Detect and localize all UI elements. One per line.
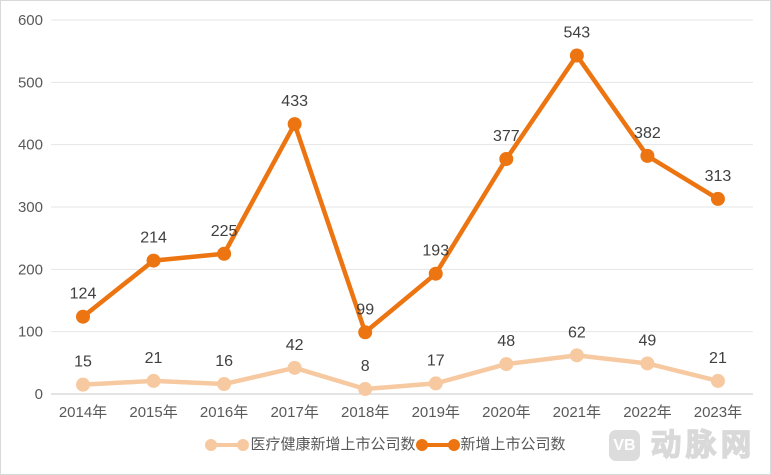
data-label: 16 (215, 353, 233, 370)
data-label: 433 (281, 93, 308, 110)
data-point[interactable] (428, 266, 443, 281)
data-point[interactable] (569, 48, 584, 63)
legend-line-marker (415, 438, 460, 451)
x-tick-label: 2020年 (482, 404, 530, 421)
y-tick-label: 100 (18, 324, 43, 341)
data-label: 193 (422, 243, 449, 260)
data-point[interactable] (358, 382, 373, 397)
x-tick-label: 2022年 (623, 404, 671, 421)
data-point[interactable] (499, 152, 514, 167)
data-point[interactable] (710, 191, 725, 206)
data-label: 8 (361, 358, 370, 375)
x-tick-label: 2021年 (553, 404, 601, 421)
data-label: 49 (639, 332, 657, 349)
data-label: 21 (709, 350, 727, 367)
data-point[interactable] (287, 360, 302, 375)
x-tick-label: 2015年 (129, 404, 177, 421)
legend-item-medical[interactable]: 医疗健康新增上市公司数 (205, 436, 416, 453)
legend-label: 新增上市公司数 (460, 436, 566, 453)
data-point[interactable] (710, 373, 725, 388)
data-label: 17 (427, 352, 445, 369)
data-point[interactable] (640, 148, 655, 163)
y-tick-label: 300 (18, 199, 43, 216)
data-label: 99 (356, 301, 374, 318)
data-point[interactable] (569, 348, 584, 363)
data-label: 313 (705, 168, 732, 185)
data-label: 377 (493, 128, 520, 145)
y-tick-label: 0 (35, 386, 43, 403)
data-point[interactable] (358, 325, 373, 340)
chart-canvas: 0 100 200 300 400 500 600 2014年 2015年 2016年 2017年 2… (18, 12, 753, 421)
y-tick-label: 400 (18, 137, 43, 154)
data-point[interactable] (217, 246, 232, 261)
y-tick-label: 500 (18, 74, 43, 91)
data-point[interactable] (428, 376, 443, 391)
x-tick-label: 2014年 (59, 404, 107, 421)
series-line (80, 53, 721, 335)
x-tick-label: 2019年 (412, 404, 460, 421)
legend-item-total[interactable]: 新增上市公司数 (415, 436, 566, 453)
data-label: 21 (145, 350, 163, 367)
data-point[interactable] (146, 253, 161, 268)
data-label: 62 (568, 324, 586, 341)
legend-label: 医疗健康新增上市公司数 (250, 436, 416, 453)
data-point[interactable] (217, 377, 232, 392)
data-label: 15 (74, 354, 92, 371)
data-point[interactable] (499, 357, 514, 372)
y-tick-label: 200 (18, 261, 43, 278)
series-line (80, 353, 721, 392)
data-point[interactable] (76, 309, 90, 324)
data-label: 382 (634, 125, 661, 142)
data-point[interactable] (287, 117, 302, 132)
data-label: 225 (211, 223, 238, 240)
x-tick-label: 2016年 (200, 404, 248, 421)
x-tick-label: 2018年 (341, 404, 389, 421)
chart-legend: 医疗健康新增上市公司数 新增上市公司数 (1, 437, 770, 452)
y-tick-label: 600 (18, 12, 43, 29)
data-point[interactable] (76, 377, 90, 392)
data-label: 543 (563, 25, 590, 42)
x-tick-label: 2023年 (694, 404, 742, 421)
data-point[interactable] (640, 356, 655, 371)
data-label: 48 (497, 333, 515, 350)
x-tick-label: 2017年 (270, 404, 318, 421)
data-point[interactable] (146, 373, 161, 388)
data-label: 214 (140, 230, 167, 247)
legend-line-marker (205, 438, 250, 451)
data-label: 124 (70, 286, 97, 303)
data-label: 42 (286, 337, 304, 354)
